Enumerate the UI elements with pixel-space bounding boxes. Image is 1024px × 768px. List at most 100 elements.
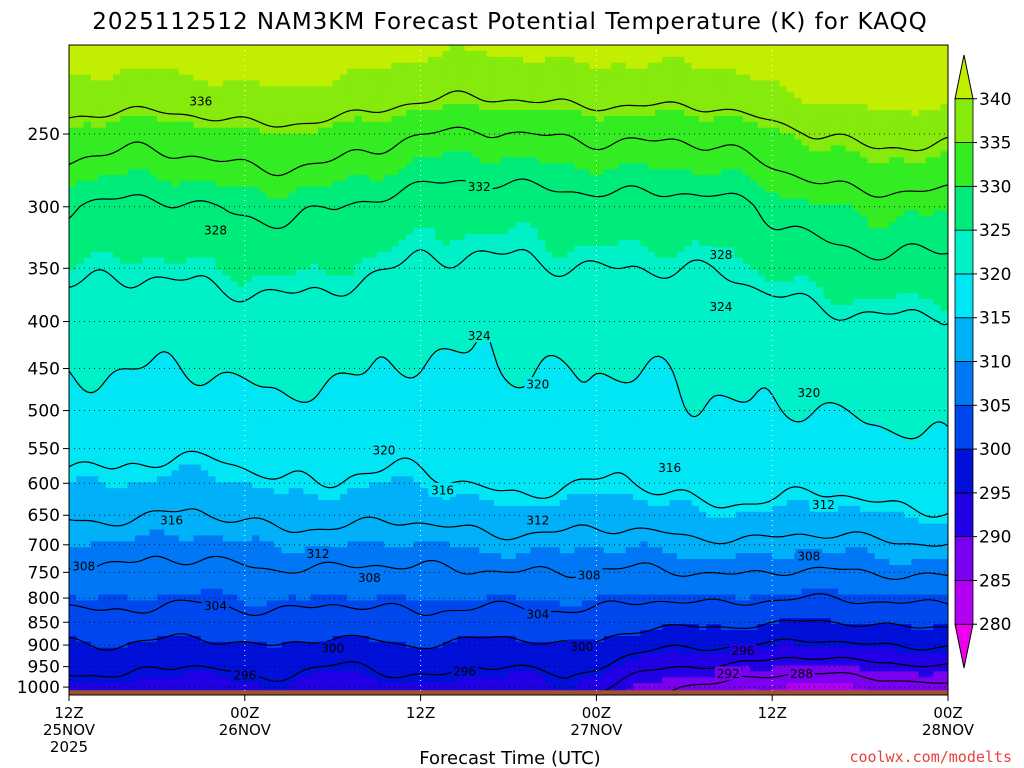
band-cell [215, 163, 224, 170]
band-cell [164, 405, 173, 412]
band-cell [244, 529, 253, 537]
band-cell [332, 417, 341, 424]
band-cell [362, 677, 370, 684]
band-cell [369, 115, 378, 123]
band-cell [391, 310, 400, 318]
band-cell [259, 228, 268, 235]
band-cell [208, 86, 217, 93]
band-cell [383, 251, 392, 259]
band-cell [105, 251, 114, 259]
band-cell [215, 529, 224, 537]
band-cell [105, 86, 114, 93]
band-cell [171, 316, 180, 324]
band-cell [281, 98, 290, 105]
band-cell [149, 671, 158, 678]
band-cell [325, 275, 334, 282]
band-cell [266, 612, 275, 619]
band-cell [354, 618, 363, 625]
band-cell [259, 340, 268, 347]
band-cell [105, 464, 114, 472]
band-cell [340, 180, 348, 188]
band-cell [112, 68, 121, 76]
band-cell [332, 275, 341, 282]
band-cell [383, 535, 392, 542]
band-cell [252, 576, 261, 584]
band-cell [98, 399, 107, 407]
band-cell [376, 653, 385, 661]
band-cell [296, 98, 304, 105]
band-cell [274, 440, 283, 448]
band-cell [347, 547, 356, 554]
band-cell [120, 429, 129, 436]
band-cell [171, 576, 180, 584]
band-cell [369, 352, 378, 359]
band-cell [369, 192, 378, 200]
band-cell [347, 618, 356, 625]
band-cell [142, 234, 151, 241]
band-cell [347, 275, 356, 282]
band-cell [296, 488, 304, 495]
band-cell [127, 186, 136, 194]
band-cell [149, 50, 158, 58]
band-cell [354, 683, 363, 690]
band-cell [383, 541, 392, 548]
band-cell [376, 234, 385, 241]
band-cell [208, 446, 217, 454]
band-cell [171, 175, 180, 182]
band-cell [369, 299, 378, 306]
band-cell [288, 370, 297, 377]
band-cell [222, 370, 231, 377]
band-cell [383, 310, 392, 318]
band-cell [105, 80, 114, 87]
band-cell [186, 157, 195, 164]
band-cell [288, 417, 297, 424]
band-cell [98, 405, 107, 412]
band-cell [127, 423, 136, 430]
band-cell [230, 559, 239, 566]
band-cell [281, 50, 290, 58]
band-cell [98, 346, 107, 353]
band-cell [208, 169, 217, 176]
band-cell [230, 50, 239, 58]
band-cell [230, 570, 239, 578]
band-cell [259, 198, 268, 206]
band-cell [362, 121, 370, 129]
band-cell [142, 139, 151, 147]
band-cell [398, 269, 407, 277]
band-cell [112, 399, 121, 407]
band-cell [391, 364, 400, 371]
band-cell [156, 192, 165, 200]
band-cell [200, 570, 209, 578]
band-cell [83, 98, 92, 105]
band-cell [252, 511, 261, 519]
band-cell [76, 115, 85, 123]
band-cell [112, 352, 121, 359]
band-cell [252, 429, 261, 436]
band-cell [193, 393, 202, 401]
band-cell [274, 476, 283, 483]
band-cell [340, 606, 348, 613]
band-cell [376, 594, 385, 602]
band-cell [266, 145, 275, 152]
band-cell [222, 440, 231, 448]
band-cell [69, 435, 77, 442]
band-cell [112, 630, 121, 637]
band-cell [164, 541, 173, 548]
band-cell [325, 310, 334, 318]
band-cell [208, 68, 217, 76]
band-cell [318, 505, 326, 513]
band-cell [266, 435, 275, 442]
plot-area [69, 45, 948, 695]
band-cell [127, 121, 136, 129]
band-cell [259, 570, 268, 578]
band-cell [112, 600, 121, 607]
band-cell [171, 458, 180, 466]
band-cell [120, 582, 129, 590]
band-cell [288, 310, 297, 318]
band-cell [83, 228, 92, 235]
band-cell [310, 387, 319, 395]
band-cell [362, 458, 370, 466]
band-cell [200, 417, 209, 424]
band-cell [105, 671, 114, 678]
band-cell [76, 470, 85, 477]
